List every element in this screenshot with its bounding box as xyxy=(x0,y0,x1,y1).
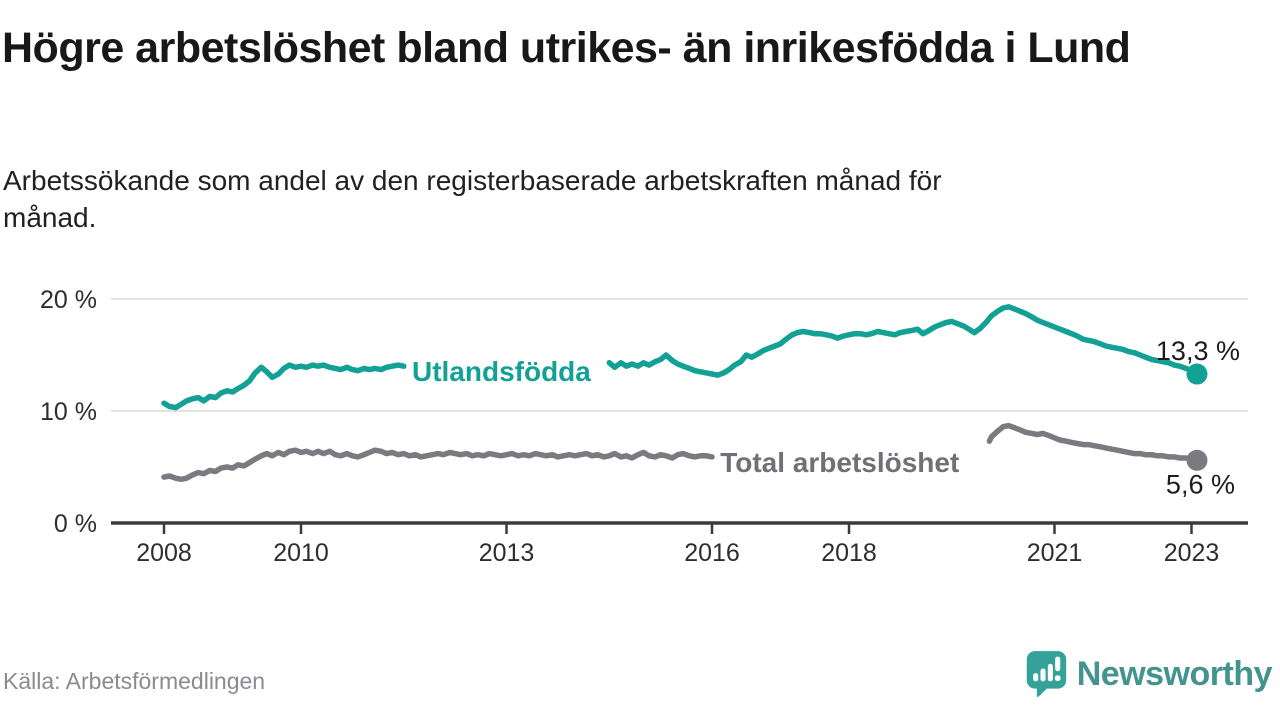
x-tick-label: 2010 xyxy=(273,539,329,567)
logo-bar-chart-glyph xyxy=(1032,656,1061,682)
chart-subtitle: Arbetssökande som andel av den registerb… xyxy=(3,165,942,234)
newsworthy-bubble-icon xyxy=(1026,651,1066,698)
x-tick-label: 2021 xyxy=(1027,539,1083,567)
y-tick-label: 0 % xyxy=(54,510,97,538)
end-dot-total xyxy=(1186,449,1208,471)
line-chart: 0 % 10 % 20 % 2008 2010 2013 2016 2018 2021 2023 U… xyxy=(40,286,1248,567)
x-tick-label: 2023 xyxy=(1164,539,1220,567)
series-line-total-seg0 xyxy=(161,447,715,483)
series-line-total-seg1 xyxy=(986,422,1200,464)
series-label-total: Total arbetslöshet xyxy=(720,447,959,478)
newsworthy-wordmark: Newsworthy xyxy=(1076,654,1273,693)
end-dot-utlandsfodda xyxy=(1186,363,1208,385)
source-label: Källa: Arbetsförmedlingen xyxy=(3,668,266,694)
end-value-label-total: 5,6 % xyxy=(1166,469,1235,499)
x-tick-label: 2008 xyxy=(136,539,192,567)
x-tick-label: 2018 xyxy=(821,539,877,567)
series-label-utlandsfodda: Utlandsfödda xyxy=(412,356,591,387)
newsworthy-logo: Newsworthy xyxy=(1024,648,1273,700)
x-tick-label: 2013 xyxy=(479,539,535,567)
end-value-label-utlandsfodda: 13,3 % xyxy=(1156,336,1240,366)
y-tick-label: 20 % xyxy=(40,286,97,314)
x-tick-label: 2016 xyxy=(684,539,740,567)
page-title: Högre arbetslöshet bland utrikes- än inr… xyxy=(2,24,1131,72)
speech-bubble-shape xyxy=(1026,651,1066,698)
series-line-utlandsfodda-seg0 xyxy=(161,362,407,411)
y-tick-label: 10 % xyxy=(40,398,97,426)
series-line-utlandsfodda-seg1 xyxy=(606,304,1200,378)
